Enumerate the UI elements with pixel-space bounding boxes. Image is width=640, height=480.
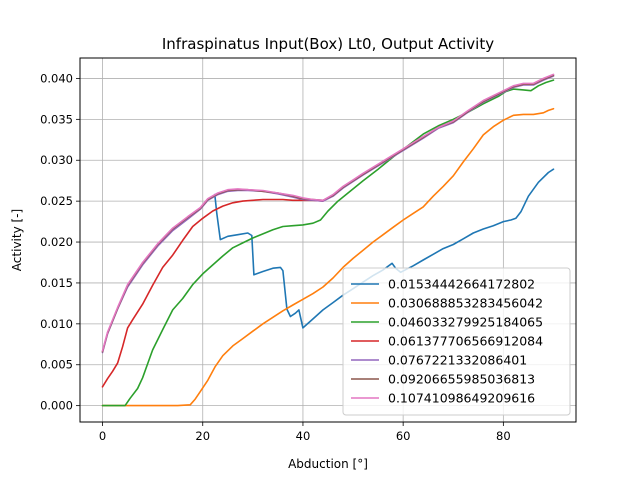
x-tick-label: 20 [195,429,210,443]
series-line-7 [101,73,555,352]
chart-title: Infraspinatus Input(Box) Lt0, Output Act… [162,35,494,53]
x-tick-label: 80 [496,429,511,443]
y-tick-label: 0.025 [40,194,73,208]
grid [80,58,576,422]
series-line-2 [101,107,555,407]
plot-frame [79,57,577,423]
y-axis-label: Activity [-] [10,209,24,271]
series-line-4 [101,198,324,388]
legend-box [342,267,571,416]
y-tick-label: 0.020 [40,235,73,249]
legend-entry: 0.046033279925184065 [388,315,543,330]
legend-entry: 0.030688853283456042 [388,296,543,311]
y-tick-label: 0.030 [40,153,73,167]
legend-entry: 0.061377706566912084 [388,334,543,349]
series-line-3 [101,79,555,407]
x-ticks: 0 20 40 60 80 [99,422,511,443]
x-axis-label: Abduction [°] [288,457,368,471]
y-tick-label: 0.005 [40,358,73,372]
x-tick-label: 0 [99,429,106,443]
legend-entry: 0.01534442664172802 [388,277,535,292]
y-tick-label: 0.035 [40,112,73,126]
y-tick-label: 0.040 [40,71,73,85]
legend: 0.01534442664172802 0.030688853283456042 0… [342,267,571,416]
y-tick-label: 0.010 [40,317,73,331]
legend-entry: 0.09206655985036813 [388,372,535,387]
y-ticks: 0.000 0.005 0.010 0.015 0.020 0.025 0.030 0.035… [40,71,80,413]
legend-entry: 0.10741098649209616 [388,391,535,406]
y-tick-label: 0.000 [40,399,73,413]
legend-entry: 0.0767221332086401 [388,353,527,368]
x-tick-label: 60 [396,429,411,443]
y-tick-label: 0.015 [40,276,73,290]
x-tick-label: 40 [296,429,311,443]
